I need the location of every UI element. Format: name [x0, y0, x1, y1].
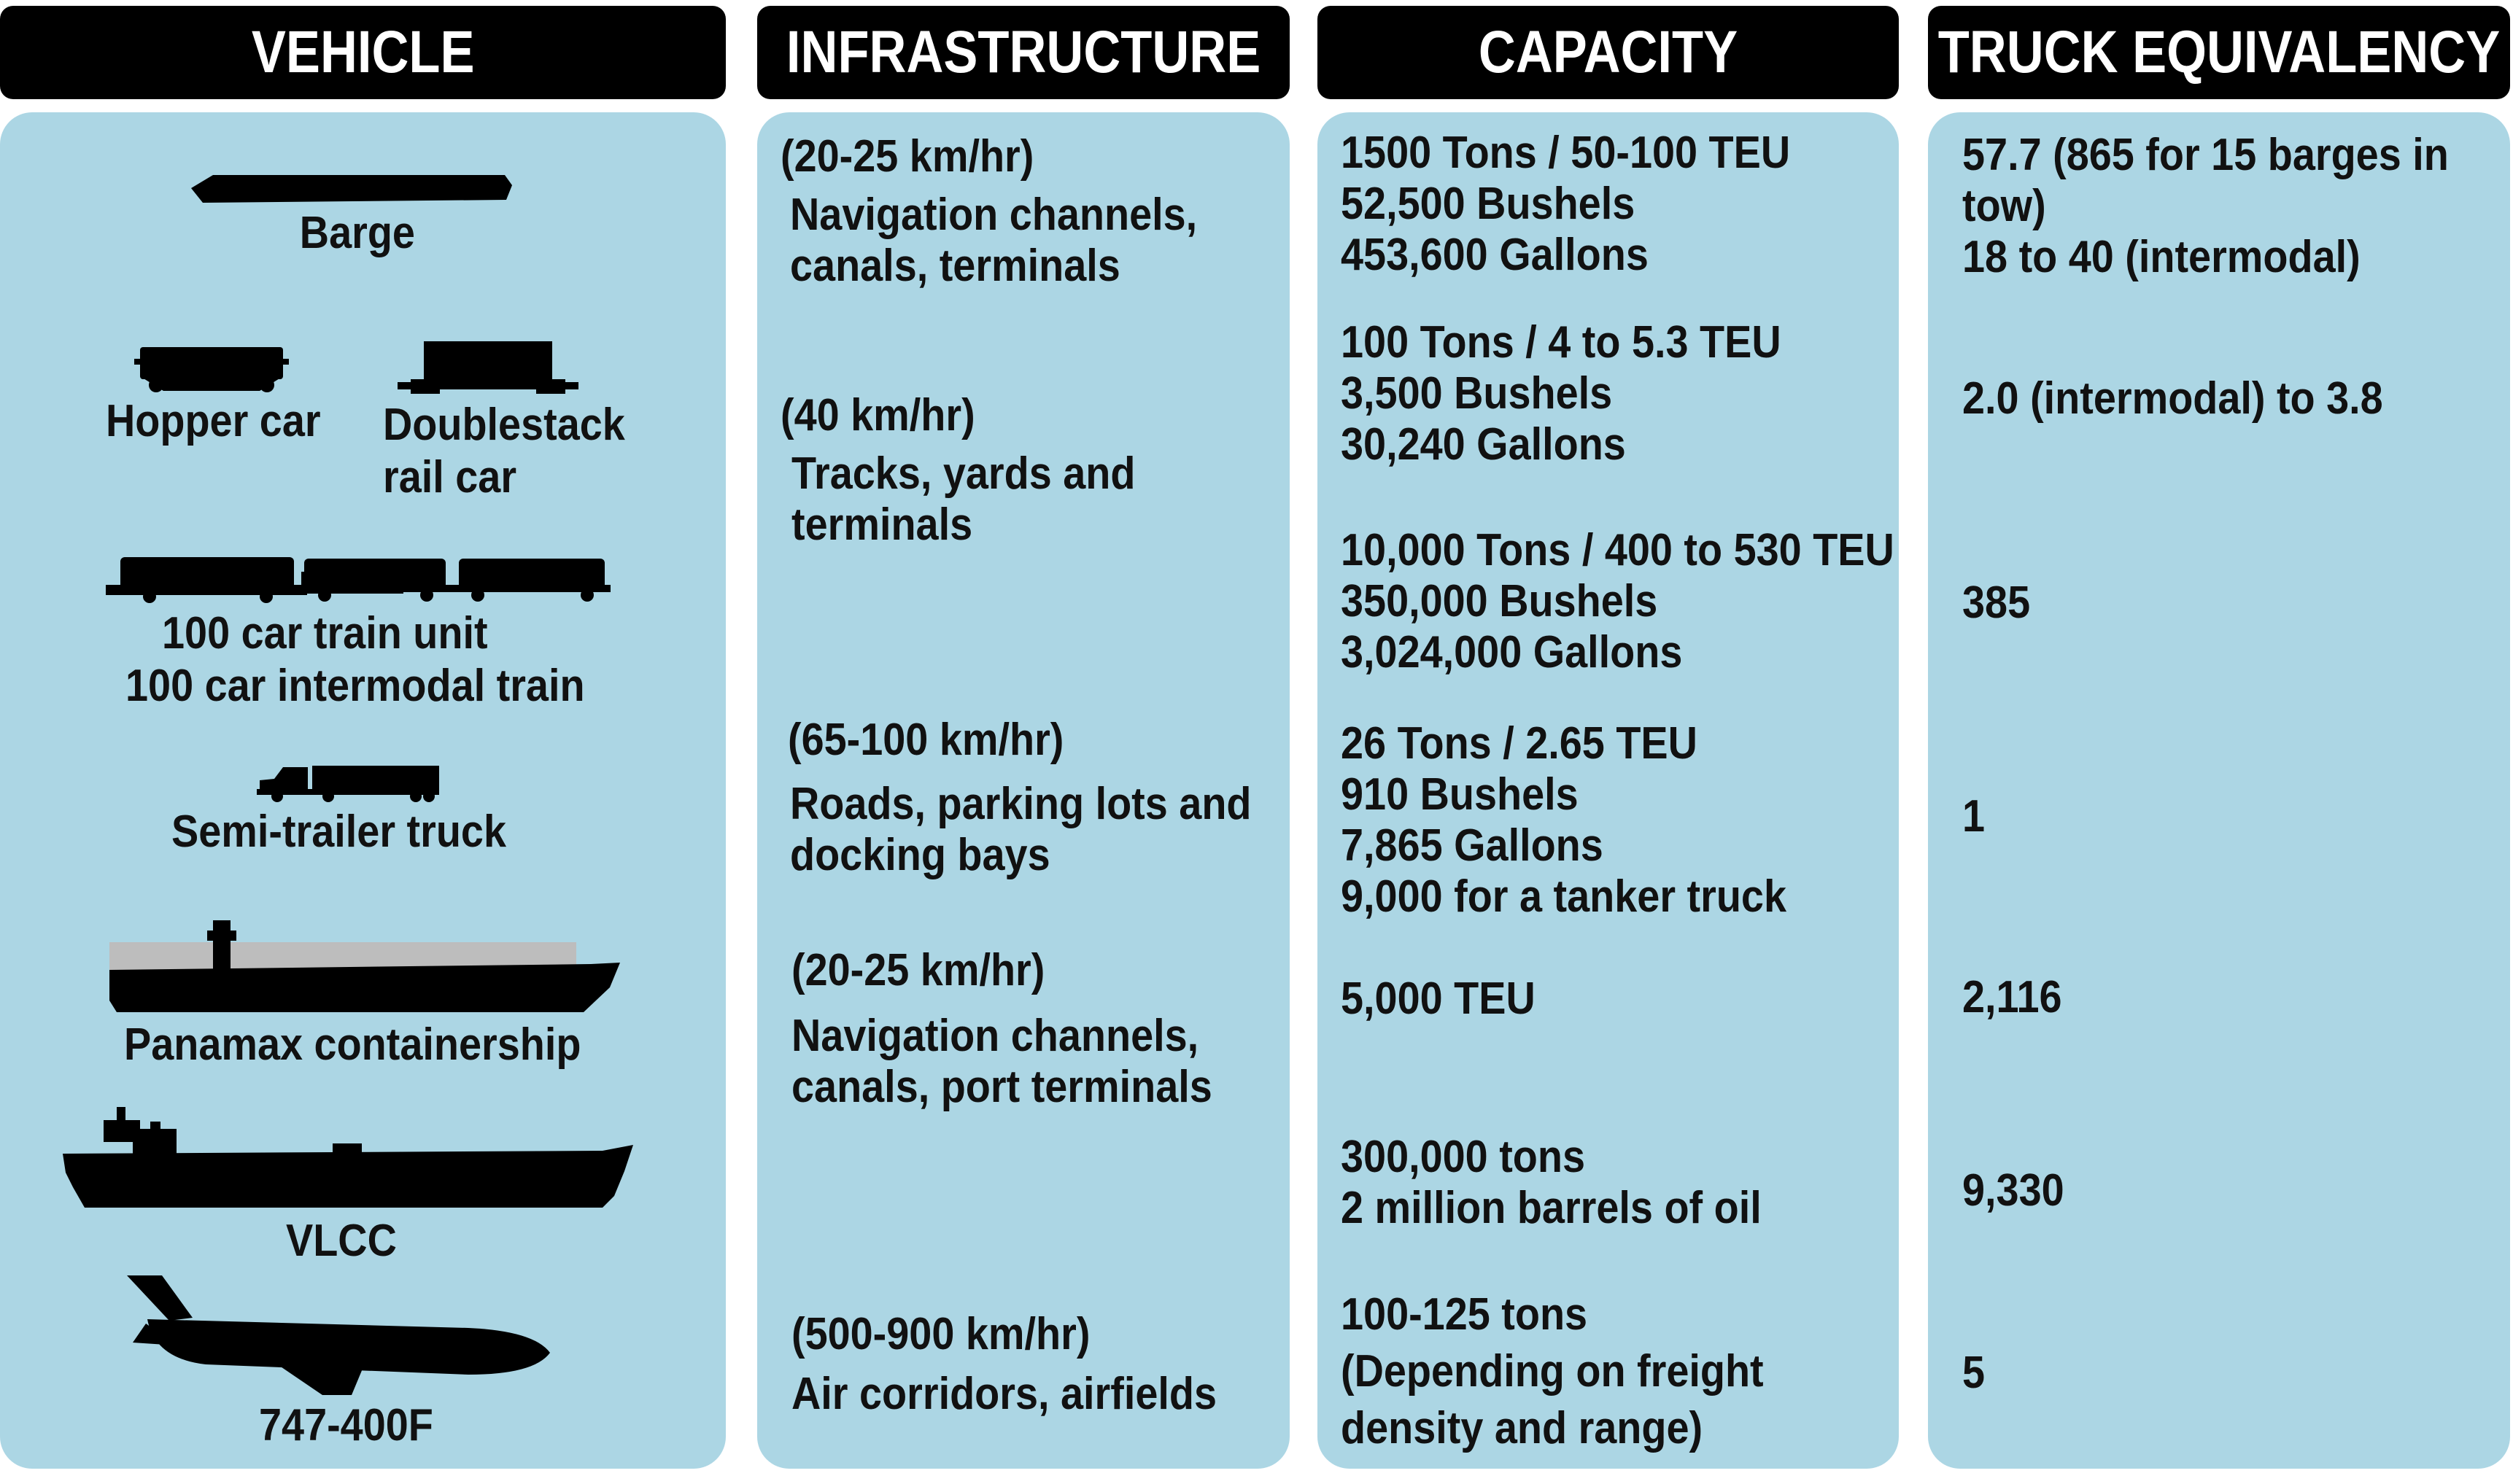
hopper-car-icon	[134, 343, 289, 395]
capacity-vlcc-2: 2 million barrels of oil	[1341, 1183, 1762, 1233]
equiv-barge-2: tow)	[1962, 181, 2046, 231]
capacity-railcar-2: 3,500 Bushels	[1341, 368, 1613, 419]
capacity-barge-3: 453,600 Gallons	[1341, 230, 1649, 280]
capacity-train-1: 10,000 Tons / 400 to 530 TEU	[1341, 525, 1894, 575]
equiv-truck: 1	[1962, 791, 1986, 842]
capacity-railcar-1: 100 Tons / 4 to 5.3 TEU	[1341, 317, 1781, 368]
capacity-panel	[1317, 112, 1899, 1469]
capacity-jet-3: density and range)	[1341, 1403, 1703, 1453]
capacity-train-2: 350,000 Bushels	[1341, 576, 1658, 626]
header-vehicle-label: VEHICLE	[251, 19, 475, 85]
infra-ship-line1: Navigation channels,	[791, 1011, 1199, 1061]
infra-barge-speed: (20-25 km/hr)	[781, 131, 1034, 182]
capacity-railcar-3: 30,240 Gallons	[1341, 419, 1626, 470]
header-capacity-label: CAPACITY	[1478, 19, 1738, 85]
capacity-truck-3: 7,865 Gallons	[1341, 820, 1603, 871]
tanker-icon	[63, 1107, 633, 1209]
equivalency-panel	[1928, 112, 2510, 1469]
capacity-train-3: 3,024,000 Gallons	[1341, 627, 1683, 677]
header-infrastructure: INFRASTRUCTURE	[757, 6, 1290, 99]
infra-road-line1: Roads, parking lots and	[790, 779, 1252, 829]
equiv-jet: 5	[1962, 1348, 1986, 1398]
vehicle-label-doublestack: Doublestack	[383, 400, 625, 450]
header-capacity: CAPACITY	[1317, 6, 1899, 99]
capacity-barge-2: 52,500 Bushels	[1341, 179, 1635, 229]
vehicle-label-barge: Barge	[299, 208, 416, 258]
train-icon	[106, 551, 611, 604]
vehicle-label-intermodal-train: 100 car intermodal train	[125, 661, 585, 711]
vehicle-label-train-unit: 100 car train unit	[162, 608, 488, 659]
barge-icon	[191, 172, 512, 206]
equiv-vlcc: 9,330	[1962, 1165, 2064, 1216]
header-truck-equivalency: TRUCK EQUIVALENCY	[1928, 6, 2510, 99]
infra-rail-speed: (40 km/hr)	[781, 390, 975, 440]
infra-road-line2: docking bays	[790, 830, 1050, 880]
containership-icon	[109, 920, 620, 1015]
infra-air-line1: Air corridors, airfields	[791, 1369, 1217, 1419]
capacity-barge-1: 1500 Tons / 50-100 TEU	[1341, 128, 1791, 178]
capacity-truck-2: 910 Bushels	[1341, 769, 1579, 820]
equiv-barge-1: 57.7 (865 for 15 barges in	[1962, 130, 2449, 180]
vehicle-label-jet: 747-400F	[259, 1400, 433, 1450]
infra-road-speed: (65-100 km/hr)	[788, 715, 1064, 765]
semi-truck-icon	[257, 764, 439, 802]
vehicle-label-panamax: Panamax containership	[124, 1019, 581, 1070]
header-vehicle: VEHICLE	[0, 6, 726, 99]
infrastructure-panel	[757, 112, 1290, 1469]
infra-rail-line2: terminals	[791, 500, 973, 550]
equiv-railcar: 2.0 (intermodal) to 3.8	[1962, 373, 2383, 424]
doublestack-car-icon	[398, 341, 578, 395]
capacity-jet-2: (Depending on freight	[1341, 1346, 1764, 1396]
vehicle-label-doublestack-2: rail car	[383, 452, 517, 502]
vehicle-label-semi-truck: Semi-trailer truck	[171, 807, 506, 857]
header-infrastructure-label: INFRASTRUCTURE	[786, 19, 1261, 85]
capacity-panamax-1: 5,000 TEU	[1341, 974, 1536, 1024]
equiv-train: 385	[1962, 578, 2031, 628]
infra-barge-line2: canals, terminals	[790, 241, 1120, 291]
capacity-truck-4: 9,000 for a tanker truck	[1341, 871, 1787, 922]
infra-rail-line1: Tracks, yards and	[791, 448, 1136, 499]
cargo-jet-icon	[125, 1273, 556, 1396]
capacity-truck-1: 26 Tons / 2.65 TEU	[1341, 718, 1697, 769]
equiv-panamax: 2,116	[1962, 972, 2062, 1022]
infra-ship-line2: canals, port terminals	[791, 1062, 1212, 1112]
header-truck-equivalency-label: TRUCK EQUIVALENCY	[1937, 19, 2501, 85]
infra-air-speed: (500-900 km/hr)	[791, 1309, 1091, 1359]
vehicle-label-vlcc: VLCC	[286, 1216, 397, 1266]
infra-barge-line1: Navigation channels,	[790, 190, 1198, 240]
vehicle-label-hopper-car: Hopper car	[106, 396, 321, 446]
capacity-vlcc-1: 300,000 tons	[1341, 1132, 1585, 1182]
capacity-jet-1: 100-125 tons	[1341, 1289, 1588, 1340]
infra-ship-speed: (20-25 km/hr)	[791, 945, 1045, 995]
equiv-barge-3: 18 to 40 (intermodal)	[1962, 232, 2361, 282]
